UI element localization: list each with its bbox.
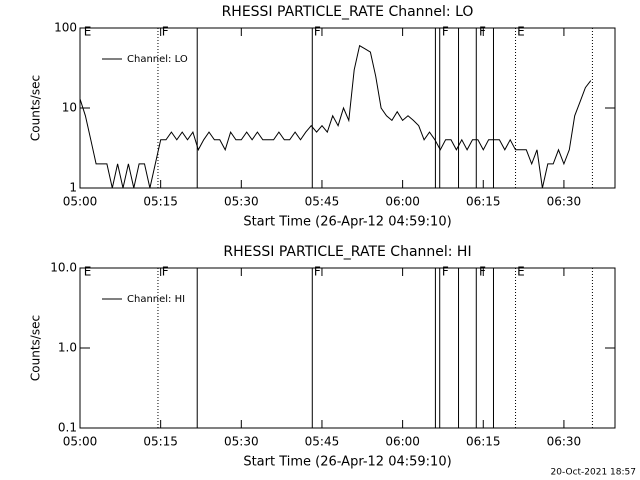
y-tick-label: 0.1 bbox=[58, 421, 77, 435]
event-label: F bbox=[442, 25, 449, 39]
event-label: F bbox=[479, 25, 486, 39]
y-tick-label: 10.0 bbox=[50, 261, 77, 275]
event-label: F bbox=[314, 265, 321, 279]
footer: 20-Oct-2021 18:57 bbox=[551, 468, 636, 478]
event-label: F bbox=[314, 25, 321, 39]
x-tick-label: 06:15 bbox=[466, 435, 501, 449]
event-label: E bbox=[517, 265, 525, 279]
x-tick-label: 06:15 bbox=[466, 195, 501, 209]
event-label: F bbox=[162, 25, 169, 39]
x-tick-label: 05:30 bbox=[224, 435, 259, 449]
x-tick-label: 05:00 bbox=[63, 195, 98, 209]
y-tick-label: 1.0 bbox=[58, 341, 77, 355]
x-tick-label: 06:30 bbox=[547, 435, 582, 449]
x-tick-label: 05:15 bbox=[143, 435, 178, 449]
x-tick-label: 06:00 bbox=[385, 435, 420, 449]
event-label: F bbox=[162, 265, 169, 279]
x-tick-label: 06:30 bbox=[547, 195, 582, 209]
x-tick-label: 05:45 bbox=[305, 195, 340, 209]
event-label: F bbox=[442, 265, 449, 279]
x-tick-label: 05:45 bbox=[305, 435, 340, 449]
y-tick-label: 10 bbox=[62, 101, 77, 115]
x-tick-label: 05:15 bbox=[143, 195, 178, 209]
x-tick-label: 06:00 bbox=[385, 195, 420, 209]
event-label: E bbox=[84, 25, 92, 39]
legend-label: Channel: HI bbox=[127, 294, 185, 305]
event-label: F bbox=[479, 265, 486, 279]
y-tick-label: 1 bbox=[69, 181, 77, 195]
y-axis-label: Counts/sec bbox=[29, 75, 43, 141]
legend-label: Channel: LO bbox=[127, 54, 188, 65]
y-tick-label: 100 bbox=[54, 21, 77, 35]
x-tick-label: 05:00 bbox=[63, 435, 98, 449]
x-axis-label: Start Time (26-Apr-12 04:59:10) bbox=[243, 455, 451, 470]
data-line bbox=[79, 44, 592, 189]
x-axis-label: Start Time (26-Apr-12 04:59:10) bbox=[243, 215, 451, 230]
y-axis-label: Counts/sec bbox=[29, 315, 43, 381]
chart-title: RHESSI PARTICLE_RATE Channel: LO bbox=[222, 4, 474, 20]
chart-title: RHESSI PARTICLE_RATE Channel: HI bbox=[223, 244, 471, 260]
x-tick-label: 05:30 bbox=[224, 195, 259, 209]
event-label: E bbox=[517, 25, 525, 39]
event-label: E bbox=[84, 265, 92, 279]
